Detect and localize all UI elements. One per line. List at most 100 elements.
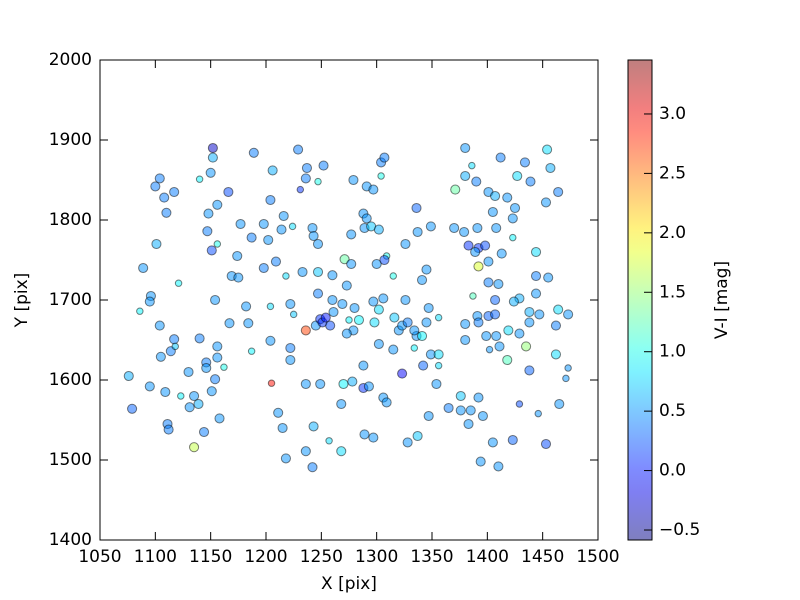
point [348,174,359,186]
point [300,378,311,390]
point [297,266,308,278]
point [524,317,535,328]
point [450,184,461,195]
colorbar-tick-label: 1.5 [659,282,686,302]
point [177,392,185,400]
point [483,277,494,288]
y-tick-label: 1400 [49,530,92,550]
point [508,296,519,307]
y-tick-label: 1700 [49,290,92,310]
point [258,218,269,230]
point [169,186,180,198]
point [312,288,324,299]
point [307,462,318,473]
point [337,298,348,310]
point [369,317,380,328]
y-tick-label: 1900 [49,130,92,150]
point [300,446,311,457]
point [502,192,513,203]
point [361,213,372,224]
point [507,434,518,446]
point [325,320,336,331]
point [212,341,223,352]
point [247,347,256,355]
point [136,307,144,315]
y-tick-label: 1500 [49,450,92,470]
point [553,186,564,198]
point [276,224,287,235]
point [150,181,161,192]
point [514,328,525,339]
point [123,370,134,382]
point [460,334,471,346]
colorbar-tick-label: 0.0 [659,461,686,481]
point [494,341,505,352]
point [207,152,218,163]
point [270,256,282,267]
point [521,341,532,352]
point [389,312,400,323]
point [280,453,291,464]
point [235,218,246,230]
point [459,226,470,238]
point [433,349,444,360]
point [267,165,278,176]
point [534,409,542,418]
point [431,378,442,390]
point [346,229,357,240]
point [434,313,443,322]
x-tick-label: 1350 [410,547,453,567]
point [285,342,296,354]
point [341,280,352,291]
point [336,398,347,410]
point [210,294,221,306]
point [127,403,138,414]
point [288,222,297,231]
point [490,309,501,320]
point [379,152,390,163]
point [154,320,165,331]
point [540,197,552,208]
x-tick-label: 1200 [244,547,287,567]
point [465,405,476,416]
x-axis-label: X [pix] [321,574,377,594]
point [460,170,471,182]
point [388,344,399,355]
point [491,222,502,234]
point [285,354,296,366]
point [169,334,180,345]
point [373,224,384,235]
point [349,302,360,314]
point [338,378,349,390]
point [379,254,390,266]
point [473,261,484,272]
point [449,222,460,234]
point [318,160,329,171]
colorbar-tick-label: 3.0 [659,104,686,124]
point [212,199,223,210]
point [524,306,535,318]
point [345,316,353,324]
point [534,309,545,320]
point [485,345,494,354]
point [495,152,506,163]
point [373,338,384,350]
point [210,374,221,385]
point [325,437,333,445]
point [144,381,155,392]
point [525,176,536,187]
point [402,437,413,448]
point [487,437,498,448]
point [320,312,331,323]
point [562,374,570,383]
point [397,368,408,379]
colorbar-tick-label: −0.5 [659,520,700,540]
point [368,296,379,307]
point [530,288,542,299]
point [460,318,471,330]
point [418,360,429,371]
point [545,162,556,174]
point [265,194,276,206]
point [515,400,524,408]
point [265,335,276,346]
